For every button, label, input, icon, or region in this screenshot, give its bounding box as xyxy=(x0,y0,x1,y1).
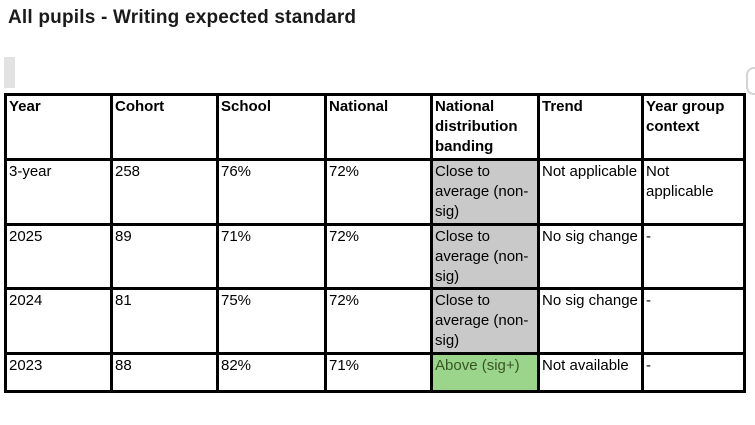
cell-cohort: 258 xyxy=(110,157,219,226)
cell-school: 75% xyxy=(216,287,327,356)
cell-national: 72% xyxy=(324,222,433,291)
cell-cohort: 88 xyxy=(110,352,219,394)
table-row: 2025 89 71% 72% Close to average (non-sig) No… xyxy=(4,222,746,291)
column-header-trend: Trend xyxy=(537,93,644,161)
cell-banding: Close to average (non-sig) xyxy=(430,157,540,226)
table-row: 2023 88 82% 71% Above (sig+) Not available - xyxy=(4,352,746,394)
cell-year: 3-year xyxy=(4,157,113,226)
table-header-row: Year Cohort School National National dis… xyxy=(4,93,746,161)
cell-cohort: 81 xyxy=(110,287,219,356)
cell-national: 72% xyxy=(324,287,433,356)
cell-school: 71% xyxy=(216,222,327,291)
column-header-context: Year group context xyxy=(641,93,746,161)
column-header-school: School xyxy=(216,93,327,161)
table-row: 3-year 258 76% 72% Close to average (non-sig… xyxy=(4,157,746,226)
cell-year: 2024 xyxy=(4,287,113,356)
cell-context: - xyxy=(641,222,746,291)
page-title: All pupils - Writing expected standard xyxy=(8,7,357,28)
cell-banding: Close to average (non-sig) xyxy=(430,222,540,291)
edge-partial-button[interactable] xyxy=(746,67,755,95)
cell-context: - xyxy=(641,287,746,356)
column-header-cohort: Cohort xyxy=(110,93,219,161)
table-row: 2024 81 75% 72% Close to average (non-sig) No… xyxy=(4,287,746,356)
column-header-year: Year xyxy=(4,93,113,161)
cell-context: Not applicable xyxy=(641,157,746,226)
scroll-handle[interactable] xyxy=(4,57,15,88)
cell-national: 71% xyxy=(324,352,433,394)
cell-banding: Above (sig+) xyxy=(430,352,540,394)
cell-banding: Close to average (non-sig) xyxy=(430,287,540,356)
cell-year: 2025 xyxy=(4,222,113,291)
column-header-national: National xyxy=(324,93,433,161)
cell-school: 76% xyxy=(216,157,327,226)
cell-trend: Not applicable xyxy=(537,157,644,226)
cell-trend: Not available xyxy=(537,352,644,394)
column-header-banding: National distribution banding xyxy=(430,93,540,161)
cell-year: 2023 xyxy=(4,352,113,394)
cell-trend: No sig change xyxy=(537,222,644,291)
cell-cohort: 89 xyxy=(110,222,219,291)
cell-trend: No sig change xyxy=(537,287,644,356)
cell-school: 82% xyxy=(216,352,327,394)
cell-national: 72% xyxy=(324,157,433,226)
results-table: Year Cohort School National National dis… xyxy=(4,93,746,394)
cell-context: - xyxy=(641,352,746,394)
